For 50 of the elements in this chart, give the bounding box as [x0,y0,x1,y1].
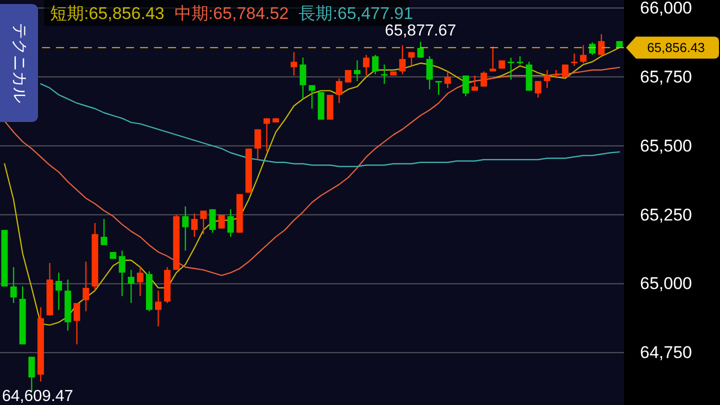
annotation: テクニカル [10,23,28,103]
candlestick [426,56,433,90]
candlestick [209,208,216,234]
candlestick [444,70,451,89]
candlestick [490,46,496,72]
candlestick [544,69,550,89]
candlestick [264,118,270,152]
candlestick [290,52,298,76]
candlestick [435,80,442,96]
candlestick [100,218,108,246]
candlestick [56,272,62,310]
candlestick [552,69,560,79]
button: テクニカル [0,4,38,122]
annotation: 64,609.47 [2,388,74,405]
candlestick [462,74,469,97]
candlestick [399,44,406,75]
candlestick [580,44,587,64]
candlestick [254,128,261,160]
candlestick [372,54,379,75]
candlestick [191,212,198,238]
candlestick [363,54,370,76]
ytick: 65,250 [640,205,692,224]
candlestick [598,34,605,57]
candlestick [534,80,542,98]
ytick: 65,500 [640,136,692,156]
candlestick [82,261,90,312]
candlestick [74,302,80,345]
candlestick [118,250,126,297]
legend: 短期:65,856.43 中期:65,784.52 長期:65,477.91 [50,4,414,23]
candlestick [417,41,424,58]
ytick: 64,750 [640,343,692,362]
ref-line-label: 65,856.43 [647,40,705,56]
candlestick [182,206,189,252]
candlestick [354,60,360,82]
candlestick [200,210,207,235]
candlestick [136,266,144,297]
candlestick [155,290,162,328]
candlestick [381,64,388,84]
candlestick [300,57,306,100]
candlestick [227,208,234,238]
candlestick [472,74,478,92]
ytick: 65,750 [640,67,692,86]
ytick: 66,000 [640,0,692,18]
candlestick [128,269,134,304]
candlestick [336,78,342,104]
candlestick [308,84,316,110]
annotation: 65,877.67 [384,22,456,40]
ytick: 65,000 [640,274,692,294]
candlestick [408,52,415,66]
candlestick [10,266,17,304]
